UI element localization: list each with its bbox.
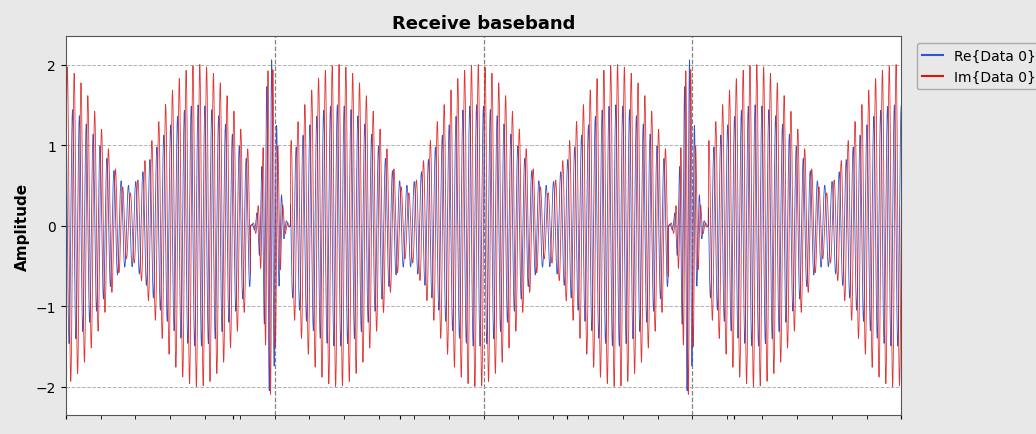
Y-axis label: Amplitude: Amplitude — [15, 182, 30, 270]
Title: Receive baseband: Receive baseband — [392, 15, 575, 33]
Legend: Re{Data 0}, Im{Data 0}: Re{Data 0}, Im{Data 0} — [917, 44, 1036, 90]
